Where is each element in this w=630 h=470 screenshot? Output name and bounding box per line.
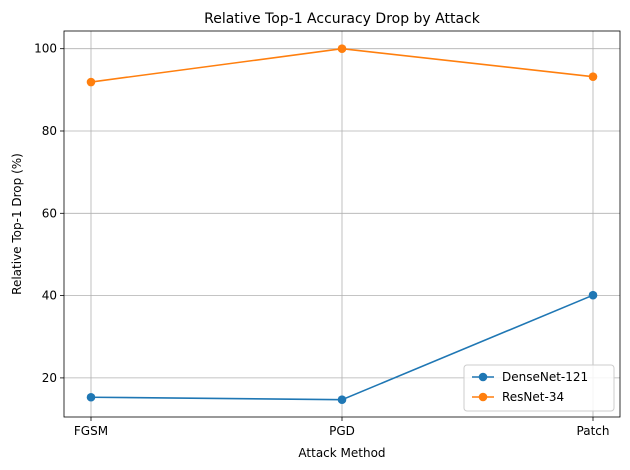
- chart-title: Relative Top-1 Accuracy Drop by Attack: [204, 11, 481, 27]
- legend-marker-densenet-121: [478, 372, 488, 382]
- x-tick-label: PGD: [329, 424, 355, 438]
- legend: DenseNet-121 ResNet-34: [463, 364, 615, 412]
- plot-frame: [63, 30, 621, 418]
- legend-label-densenet-121: DenseNet-121: [502, 370, 588, 384]
- data-point-resnet-34: [588, 72, 598, 81]
- x-axis-label: Attack Method: [298, 446, 385, 460]
- data-point-densenet-121: [588, 290, 598, 300]
- x-tick-label: FGSM: [74, 424, 108, 438]
- grid: [64, 31, 620, 417]
- y-tick-label: 40: [42, 289, 57, 303]
- y-axis-label: Relative Top-1 Drop (%): [10, 153, 24, 295]
- y-tick-label: 20: [42, 371, 57, 385]
- series-group: [86, 44, 598, 405]
- y-tick-label: 80: [42, 124, 57, 138]
- data-point-resnet-34: [86, 77, 96, 87]
- y-tick-label: 100: [34, 42, 57, 56]
- x-tick-label: Patch: [577, 424, 610, 438]
- ticks: FGSM PGD Patch 20 40 60 80 100: [34, 42, 609, 438]
- legend-box: [463, 364, 615, 412]
- y-tick-label: 60: [42, 206, 57, 220]
- data-point-densenet-121: [86, 392, 96, 402]
- legend-marker-resnet-34: [478, 392, 488, 402]
- data-point-resnet-34: [337, 44, 347, 53]
- legend-label-resnet-34: ResNet-34: [502, 390, 564, 404]
- data-point-densenet-121: [337, 395, 347, 405]
